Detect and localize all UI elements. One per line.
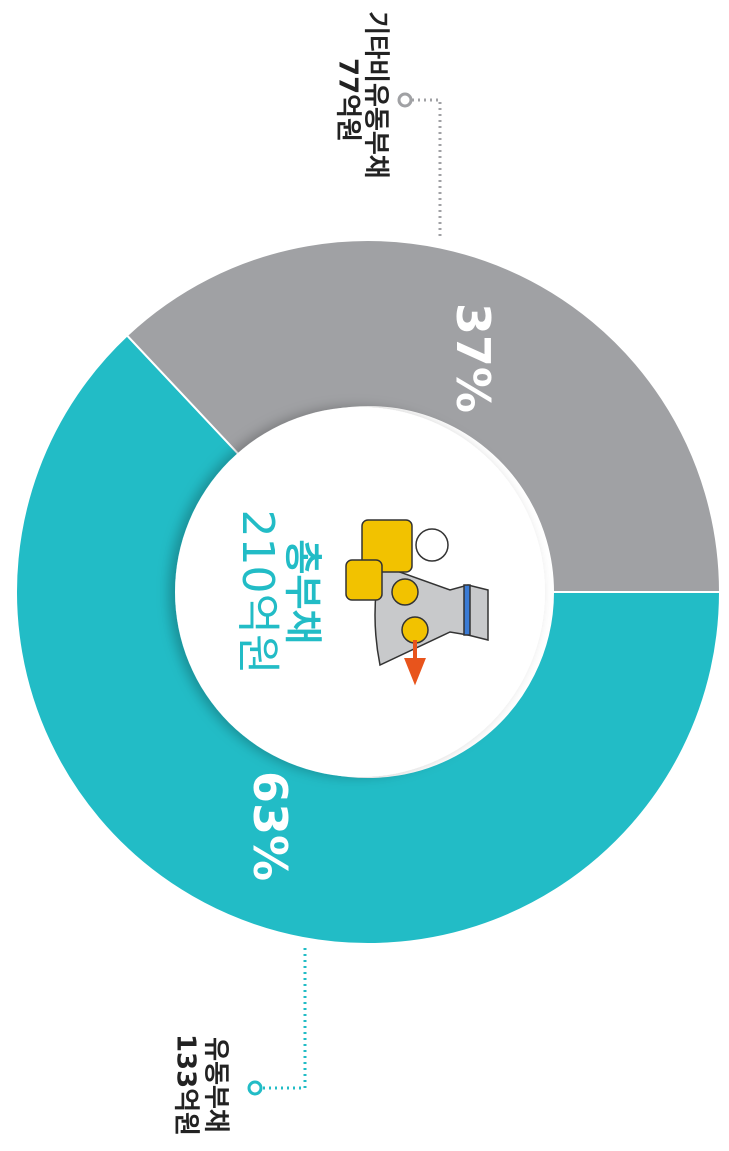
amount-label: 133억원 [171,1034,201,1136]
value-label: 63% [243,771,297,881]
center-value: 210억원 [232,510,283,675]
leader-line [412,100,440,236]
category-label: 유동부채 [201,1037,231,1133]
leader-dot [249,1082,261,1094]
category-label: 기타비유동부채 [361,11,391,178]
amount-label: 77억원 [333,58,363,142]
center-label: 총부채 [281,540,325,645]
value-label: 37% [446,303,500,413]
chart: 총부채 210억원 기타비유동부채 77억원 유동부채 133억원 63% 37% [0,0,729,1151]
leader-dot [399,94,411,106]
leader-line [262,948,305,1088]
